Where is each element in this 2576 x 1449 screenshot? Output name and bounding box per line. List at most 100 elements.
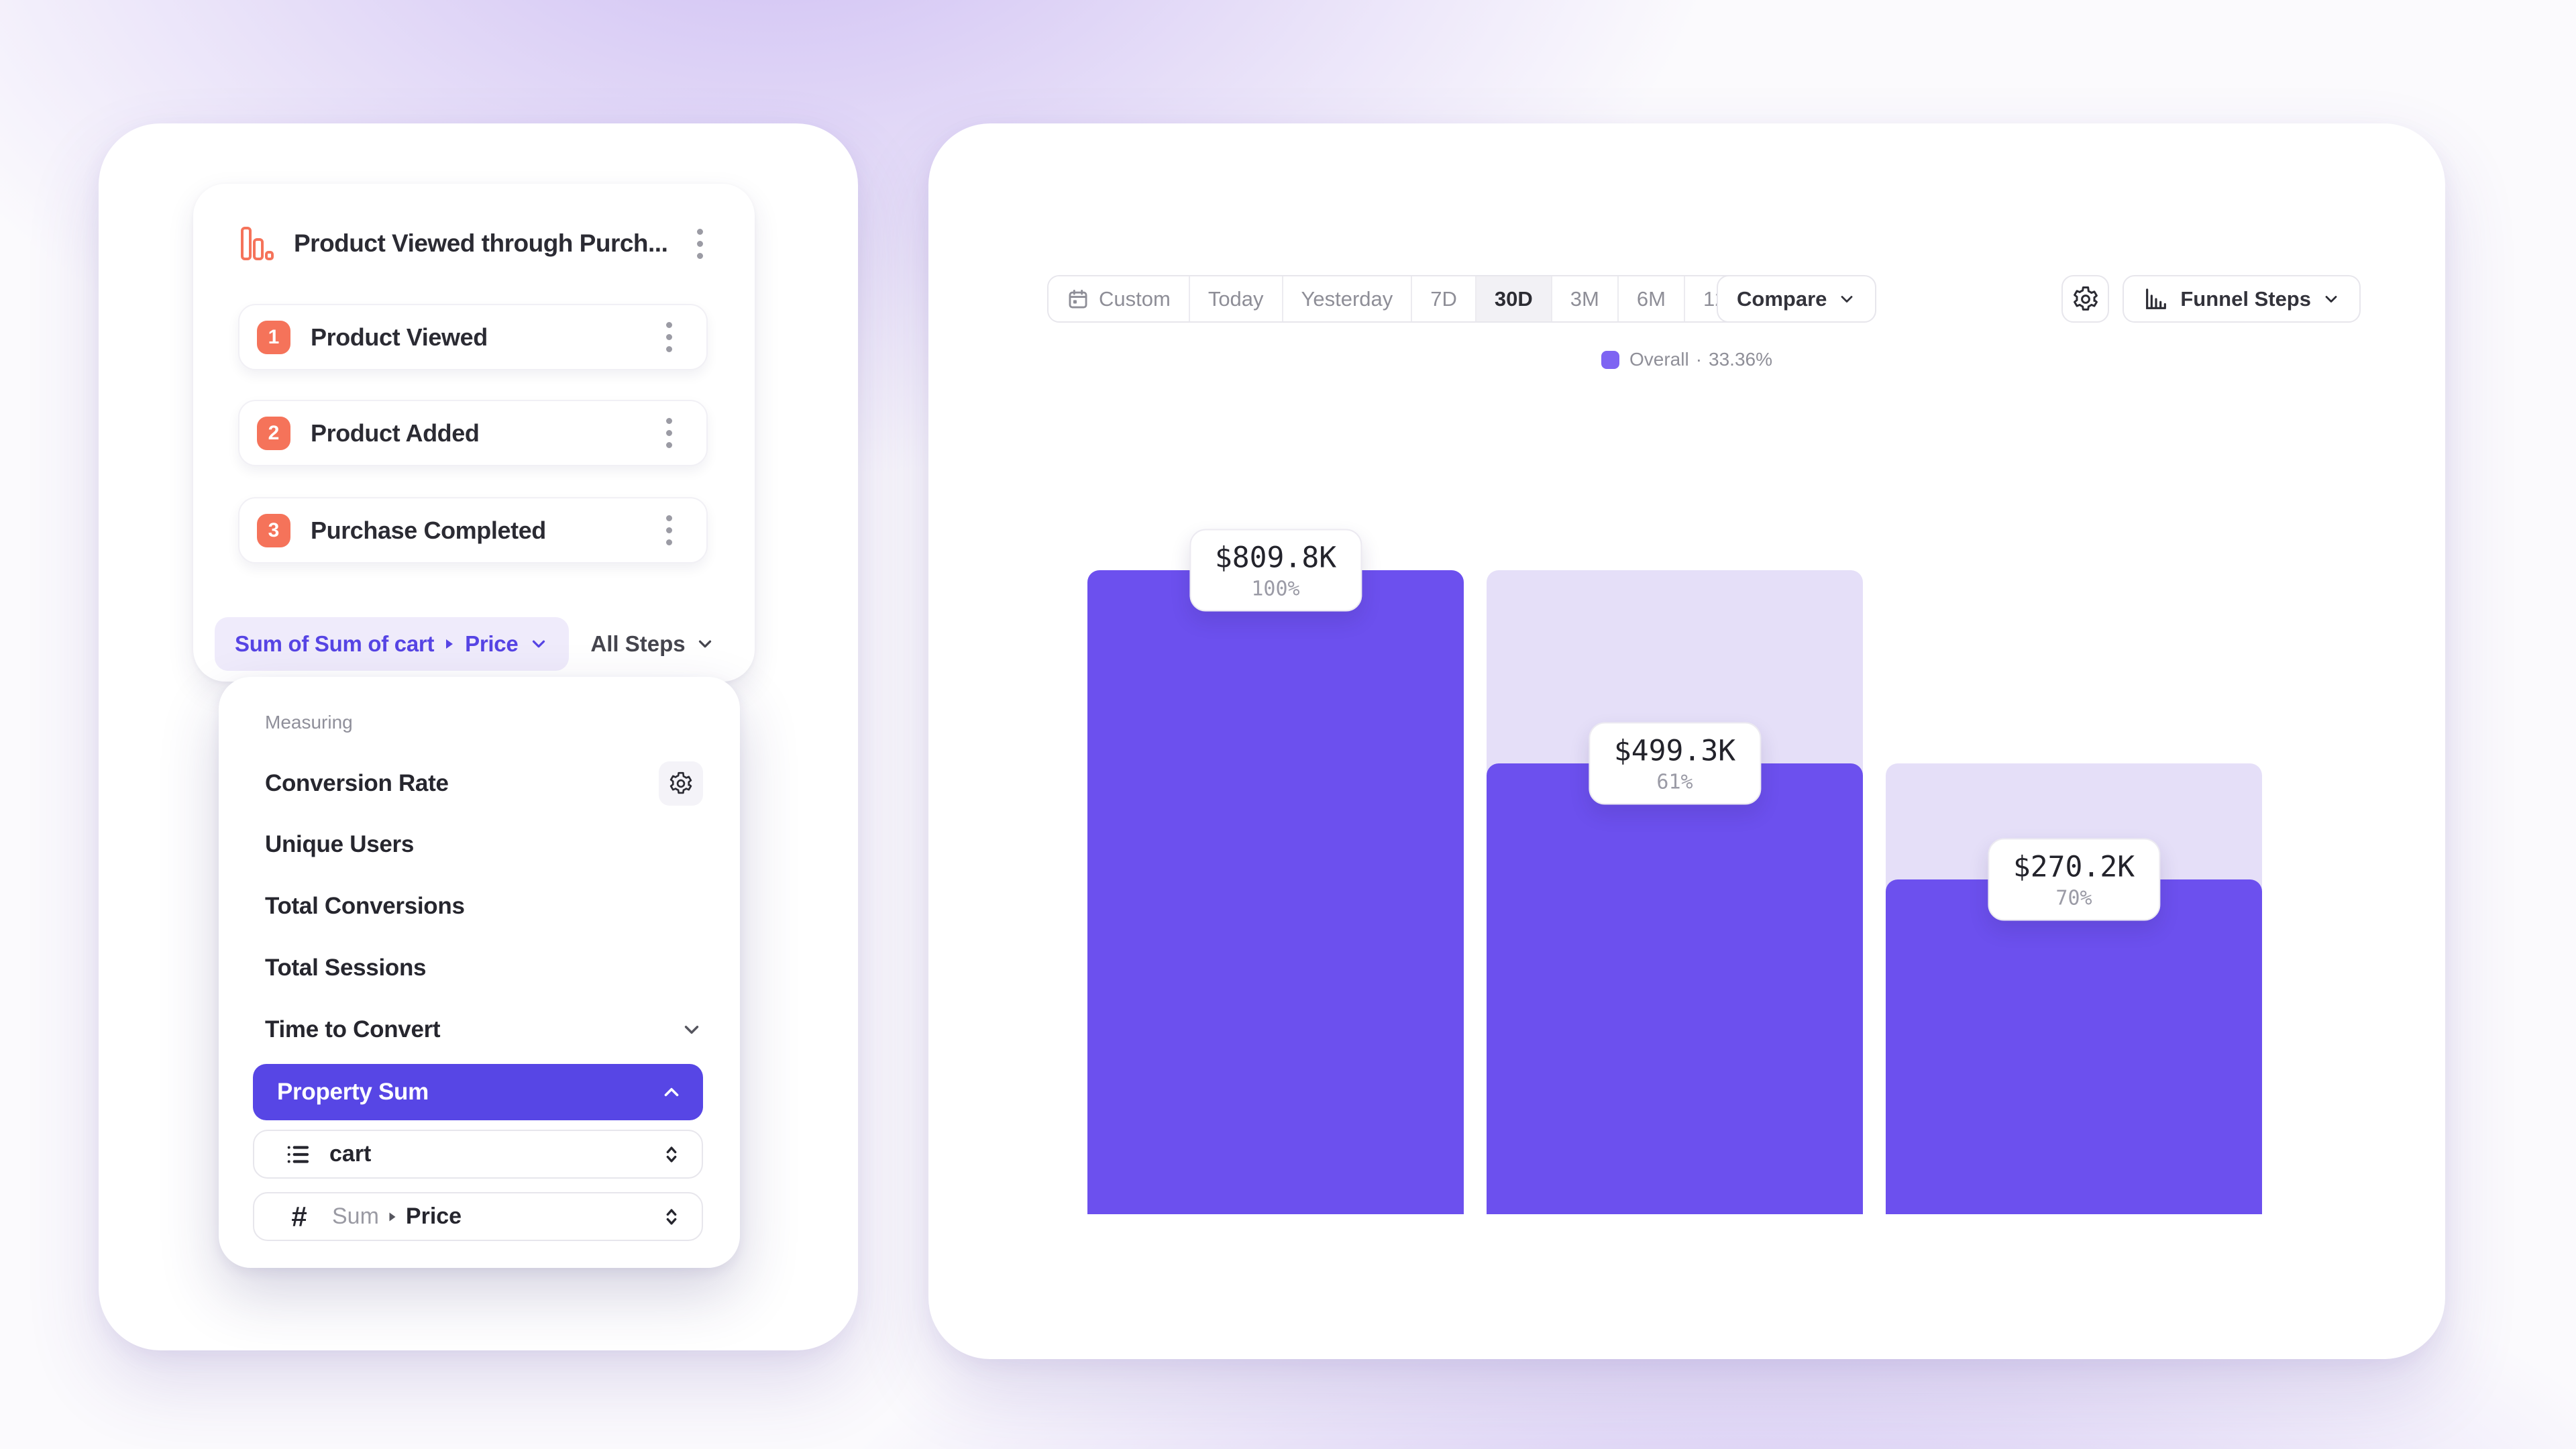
- date-range-3m[interactable]: 3M: [1552, 276, 1619, 321]
- funnel-chart-panel: Custom Today Yesterday 7D 30D 3M 6M 12M …: [928, 123, 2445, 1359]
- aggregation-select[interactable]: # Sum Price: [253, 1192, 703, 1241]
- arrow-right-icon: [388, 1211, 396, 1223]
- funnel-bar[interactable]: [1087, 570, 1464, 1214]
- funnel-step-row-3[interactable]: 3 Purchase Completed: [238, 497, 708, 564]
- date-range-30d-selected[interactable]: 30D: [1476, 276, 1552, 321]
- chevron-down-icon: [529, 634, 549, 654]
- date-range-label: Yesterday: [1301, 286, 1393, 311]
- legend-value: 33.36%: [1709, 349, 1772, 370]
- list-icon: [284, 1140, 312, 1169]
- menu-item-label: Unique Users: [265, 831, 415, 857]
- chart-legend[interactable]: Overall · 33.36%: [928, 349, 2445, 370]
- measure-dropdown[interactable]: Sum of Sum of cart Price: [215, 617, 570, 671]
- date-range-segmented-control: Custom Today Yesterday 7D 30D 3M 6M 12M: [1047, 275, 1764, 323]
- date-range-7d[interactable]: 7D: [1412, 276, 1477, 321]
- funnel-title: Product Viewed through Purch...: [294, 229, 668, 257]
- bar-value: $809.8K: [1214, 541, 1337, 575]
- measure-row: Sum of Sum of cart Price All Steps: [215, 617, 733, 671]
- arrow-right-icon: [445, 637, 454, 651]
- bar-percent: 70%: [2055, 886, 2092, 910]
- menu-item-label: Conversion Rate: [265, 770, 449, 796]
- date-range-label: 6M: [1636, 286, 1666, 311]
- bar-value: $270.2K: [2012, 850, 2135, 884]
- funnel-bar[interactable]: [1487, 763, 1863, 1214]
- bar-tooltip: $499.3K 61%: [1588, 722, 1762, 805]
- property-select-value: cart: [329, 1141, 372, 1167]
- bar-percent: 61%: [1656, 770, 1693, 794]
- bar-percent: 100%: [1251, 577, 1300, 601]
- chart-view-label: Funnel Steps: [2180, 286, 2311, 311]
- kebab-menu-icon[interactable]: [654, 418, 684, 448]
- legend-separator: ·: [1695, 349, 1703, 370]
- funnel-header: Product Viewed through Purch...: [239, 221, 714, 266]
- chevron-down-icon: [680, 1018, 703, 1041]
- menu-item-property-sum-selected[interactable]: Property Sum: [253, 1064, 703, 1120]
- menu-heading: Measuring: [265, 712, 353, 733]
- menu-item-total-conversions[interactable]: Total Conversions: [265, 888, 703, 925]
- date-range-label: Custom: [1099, 286, 1171, 311]
- step-number-badge: 2: [257, 416, 290, 450]
- calendar-icon: [1067, 288, 1089, 311]
- chevron-down-icon: [2322, 290, 2341, 309]
- compare-label: Compare: [1737, 286, 1827, 311]
- date-range-6m[interactable]: 6M: [1618, 276, 1685, 321]
- chart-settings-button[interactable]: [2061, 275, 2110, 323]
- compare-button[interactable]: Compare: [1717, 275, 1877, 323]
- date-range-yesterday[interactable]: Yesterday: [1283, 276, 1413, 321]
- funnel-bar-chart: $809.8K 100% $499.3K 61% $270.2K 70%: [1087, 529, 2262, 1214]
- aggregation-property: Price: [405, 1203, 462, 1229]
- funnel-column-product-viewed: $809.8K 100%: [1087, 529, 1464, 1214]
- chevron-down-icon: [1837, 290, 1856, 309]
- menu-item-time-to-convert[interactable]: Time to Convert: [265, 1011, 703, 1049]
- date-range-custom[interactable]: Custom: [1049, 276, 1190, 321]
- date-range-today[interactable]: Today: [1189, 276, 1283, 321]
- chart-view-select[interactable]: Funnel Steps: [2123, 275, 2361, 323]
- gear-icon[interactable]: [659, 761, 703, 806]
- bar-value: $499.3K: [1613, 734, 1736, 768]
- funnel-chart-icon: [239, 225, 275, 262]
- menu-item-total-sessions[interactable]: Total Sessions: [265, 949, 703, 987]
- toolbar-right-cluster: Funnel Steps: [2061, 275, 2361, 323]
- kebab-menu-icon[interactable]: [654, 322, 684, 352]
- funnel-bar[interactable]: [1886, 879, 2262, 1214]
- measuring-menu: Measuring Conversion Rate Unique Users T…: [219, 677, 740, 1268]
- date-range-label: 7D: [1430, 286, 1457, 311]
- menu-item-label: Total Sessions: [265, 955, 427, 981]
- step-label: Product Added: [311, 419, 480, 447]
- step-number-badge: 3: [257, 513, 290, 547]
- funnel-step-row-1[interactable]: 1 Product Viewed: [238, 304, 708, 370]
- date-range-label: 30D: [1494, 286, 1533, 311]
- updown-stepper-icon: [660, 1205, 683, 1228]
- menu-item-label: Time to Convert: [265, 1016, 441, 1042]
- legend-swatch: [1601, 350, 1619, 369]
- bar-chart-icon: [2143, 286, 2169, 313]
- bar-tooltip: $270.2K 70%: [1987, 838, 2161, 921]
- chart-toolbar: Custom Today Yesterday 7D 30D 3M 6M 12M …: [928, 275, 2445, 323]
- date-range-label: 3M: [1570, 286, 1599, 311]
- measure-property: Price: [465, 631, 519, 656]
- legend-label: Overall: [1629, 349, 1689, 370]
- kebab-menu-icon[interactable]: [654, 515, 684, 545]
- step-label: Product Viewed: [311, 323, 488, 351]
- updown-stepper-icon: [660, 1143, 683, 1166]
- step-filter-label: All Steps: [590, 631, 686, 656]
- date-range-label: Today: [1208, 286, 1264, 311]
- chevron-down-icon: [695, 634, 715, 654]
- step-number-badge: 1: [257, 320, 290, 354]
- step-label: Purchase Completed: [311, 516, 546, 544]
- bar-tooltip: $809.8K 100%: [1189, 529, 1362, 612]
- kebab-menu-icon[interactable]: [685, 228, 714, 259]
- property-select[interactable]: cart: [253, 1130, 703, 1179]
- funnel-step-row-2[interactable]: 2 Product Added: [238, 400, 708, 466]
- funnel-builder-panel: Product Viewed through Purch... 1 Produc…: [99, 123, 858, 1350]
- chevron-up-icon: [660, 1081, 683, 1104]
- menu-item-unique-users[interactable]: Unique Users: [265, 826, 703, 863]
- hash-icon: #: [291, 1200, 307, 1232]
- step-filter-dropdown[interactable]: All Steps: [590, 631, 714, 657]
- gear-icon: [2072, 285, 2100, 313]
- measure-prefix: Sum of Sum of cart: [235, 631, 435, 656]
- menu-item-conversion-rate[interactable]: Conversion Rate: [265, 761, 703, 806]
- funnel-definition-card: Product Viewed through Purch... 1 Produc…: [193, 184, 755, 682]
- funnel-column-product-added: $499.3K 61%: [1487, 570, 1863, 1214]
- menu-item-label: Property Sum: [277, 1079, 429, 1105]
